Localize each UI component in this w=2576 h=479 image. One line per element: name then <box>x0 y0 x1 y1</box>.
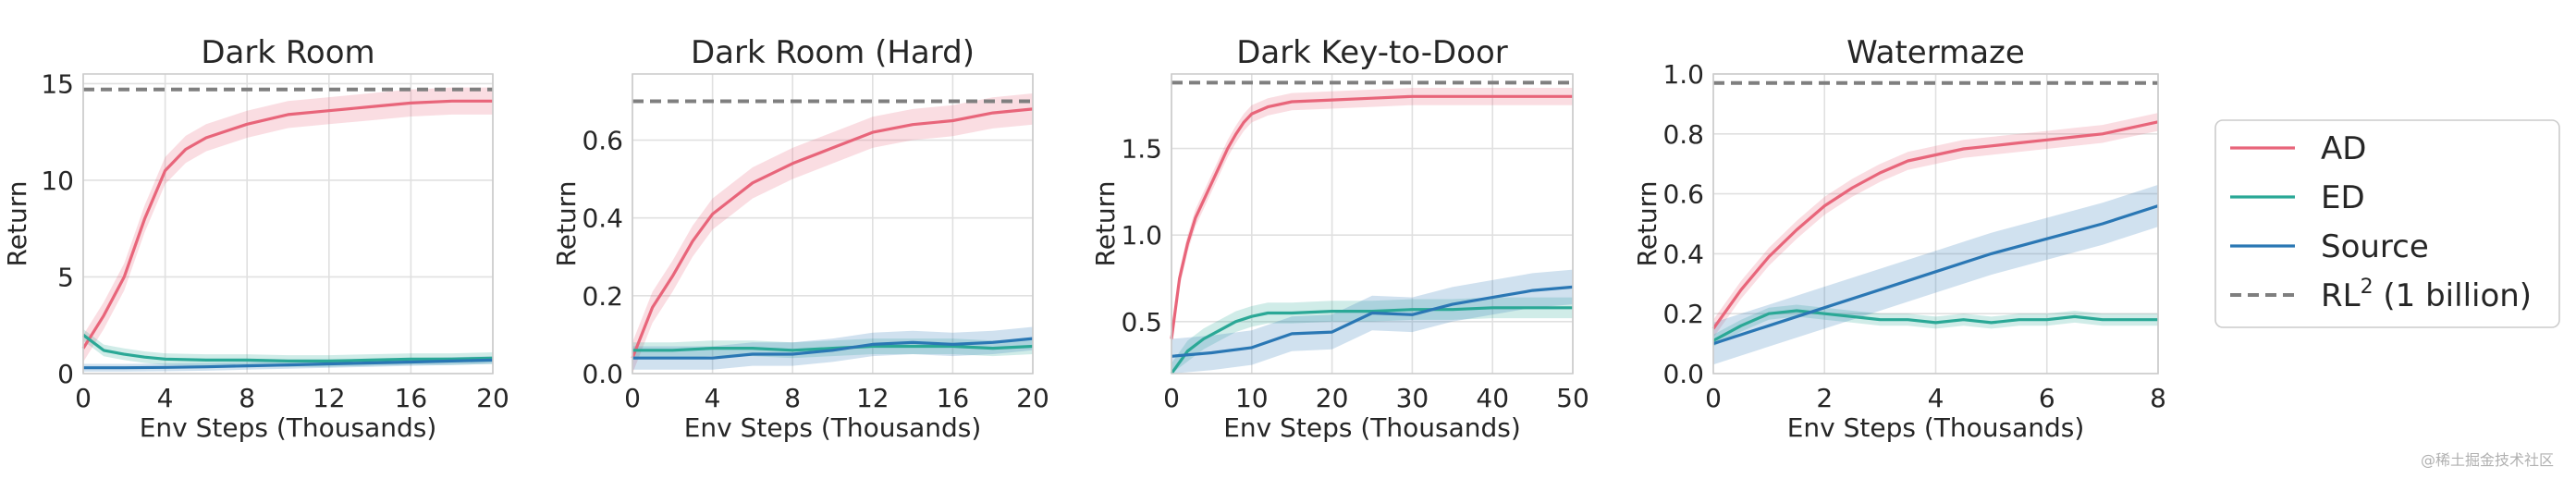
series-line-ad <box>1711 120 2159 330</box>
series-line-ad <box>631 107 1034 359</box>
series-line-source <box>632 337 1034 360</box>
x-axis-label: Env Steps (Thousands) <box>684 412 982 443</box>
x-tick-label: 12 <box>313 383 346 413</box>
x-tick-label: 20 <box>476 383 509 413</box>
y-tick-label: 1.0 <box>1121 220 1162 251</box>
series-line-source <box>83 358 494 370</box>
chart-panel-3: 0 10 20 30 40 50 0.5 1.0 1.5 Dark Key-to-Door Env … <box>1090 34 1589 443</box>
y-tick-label: 0.6 <box>582 126 623 156</box>
chart-title: Dark Room (Hard) <box>691 34 975 71</box>
plot-frame <box>1712 73 2159 375</box>
x-tick-label: 0 <box>1705 383 1722 413</box>
x-tick-label: 8 <box>2150 383 2166 413</box>
x-tick-label: 0 <box>75 383 92 413</box>
legend-label-ed: ED <box>2321 179 2365 216</box>
x-axis-label: Env Steps (Thousands) <box>1223 412 1521 443</box>
band-ad <box>83 87 493 362</box>
chart-panel-1: 0 4 8 12 16 20 0 5 10 15 Dark Room Env Steps (Thous… <box>2 34 509 443</box>
x-tick-label: 12 <box>856 383 889 413</box>
legend-label-ad: AD <box>2321 130 2366 167</box>
chart-panel-2: 0 4 8 12 16 20 0.0 0.2 0.4 0.6 Dark Room (Hard) Env… <box>551 34 1049 443</box>
y-tick-label: 0.2 <box>1662 299 1704 329</box>
chart-title: Watermaze <box>1846 34 2025 71</box>
y-tick-label: 10 <box>41 166 74 196</box>
x-tick-label: 30 <box>1396 383 1429 413</box>
y-tick-label: 0.4 <box>1662 239 1704 269</box>
y-tick-label: 0.0 <box>1662 359 1704 389</box>
y-axis-label: Return <box>1632 181 1662 267</box>
series-line-source <box>1171 285 1574 358</box>
y-tick-label: 1.5 <box>1121 134 1162 165</box>
y-tick-label: 0.8 <box>1662 119 1704 150</box>
band-source <box>1713 184 2158 365</box>
y-tick-label: 0.2 <box>582 281 623 312</box>
y-tick-label: 0.4 <box>582 203 623 234</box>
series-line-source <box>1712 204 2159 346</box>
series-line-ed <box>82 333 494 362</box>
x-tick-label: 20 <box>1316 383 1349 413</box>
y-tick-label: 0 <box>57 359 74 389</box>
x-axis-label: Env Steps (Thousands) <box>1787 412 2085 443</box>
x-tick-label: 40 <box>1476 383 1509 413</box>
legend-label-source: Source <box>2321 228 2429 265</box>
band-source <box>1171 269 1573 374</box>
legend-box <box>2214 119 2560 328</box>
legend: AD ED Source RL2 (1 billion) <box>2214 119 2560 328</box>
x-tick-label: 0 <box>624 383 641 413</box>
y-tick-label: 0.5 <box>1121 307 1162 338</box>
series-line-ed <box>632 344 1034 352</box>
y-tick-label: 5 <box>57 262 74 292</box>
y-axis-label: Return <box>551 181 582 267</box>
x-tick-label: 16 <box>395 383 428 413</box>
chart-panel-4: 0 2 4 6 8 0.0 0.2 0.4 0.6 0.8 1.0 Watermaze Env Step… <box>1632 34 2166 443</box>
watermark: @稀土掘金技术社区 <box>2420 451 2554 469</box>
plot-frame <box>82 73 494 375</box>
plot-frame <box>1171 73 1574 375</box>
x-tick-label: 20 <box>1016 383 1049 413</box>
series-line-ed <box>1712 309 2158 342</box>
x-tick-label: 10 <box>1235 383 1269 413</box>
y-axis-label: Return <box>2 181 32 267</box>
band-ed <box>83 328 493 367</box>
chart-title: Dark Key-to-Door <box>1236 34 1508 71</box>
x-tick-label: 4 <box>157 383 174 413</box>
x-tick-label: 0 <box>1163 383 1180 413</box>
x-tick-label: 2 <box>1816 383 1833 413</box>
band-ed <box>1713 304 2158 347</box>
x-tick-label: 8 <box>239 383 255 413</box>
y-tick-label: 0.6 <box>1662 179 1704 210</box>
x-tick-label: 16 <box>937 383 970 413</box>
x-tick-label: 4 <box>1928 383 1944 413</box>
y-tick-label: 1.0 <box>1662 59 1704 90</box>
y-axis-label: Return <box>1090 181 1121 267</box>
series-line-ad <box>81 99 493 350</box>
x-tick-label: 4 <box>705 383 721 413</box>
legend-label-rl2: RL2 (1 billion) <box>2321 276 2532 314</box>
x-tick-label: 6 <box>2039 383 2055 413</box>
series-line-ad <box>1170 94 1573 339</box>
series-line-ed <box>1170 306 1573 375</box>
y-tick-label: 0.0 <box>582 359 623 389</box>
chart-title: Dark Room <box>201 34 374 71</box>
x-tick-label: 50 <box>1556 383 1589 413</box>
plot-frame <box>632 73 1034 375</box>
y-tick-label: 15 <box>41 68 74 99</box>
x-tick-label: 8 <box>784 383 801 413</box>
x-axis-label: Env Steps (Thousands) <box>140 412 437 443</box>
band-ad <box>632 93 1033 374</box>
band-ed <box>1171 297 1573 374</box>
